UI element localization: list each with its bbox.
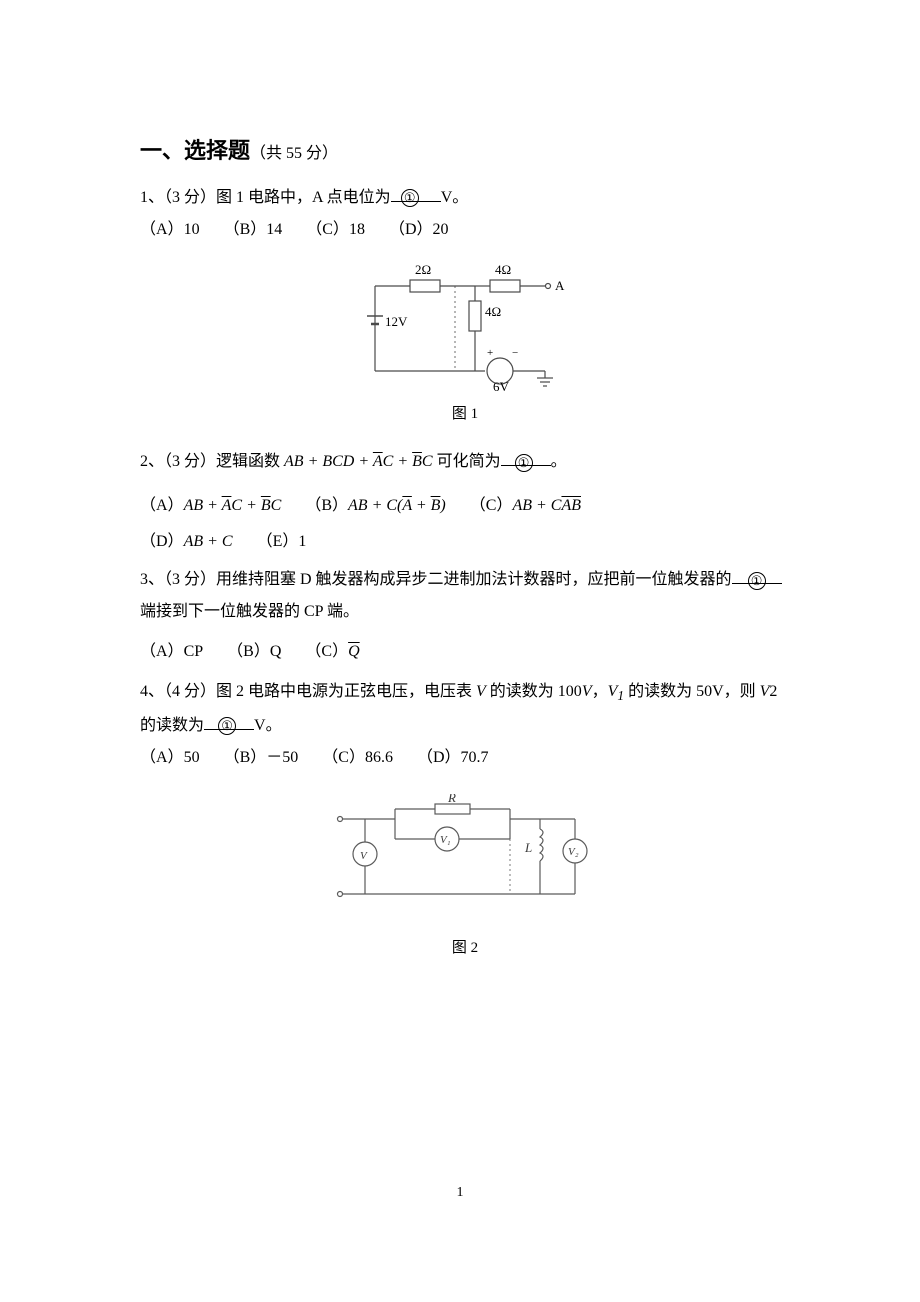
q3-blank: ① xyxy=(732,564,782,584)
q4-v1: V1 xyxy=(608,683,624,700)
q3-line2: 端接到下一位触发器的 CP 端。 xyxy=(140,603,359,620)
q3-prefix: 3、（3 分）用维持阻塞 D 触发器构成异步二进制加法计数器时，应把前一位触发器… xyxy=(140,571,732,588)
section-title-main: 一、选择题 xyxy=(140,138,250,163)
section-title: 一、选择题（共 55 分） xyxy=(140,130,790,172)
q3-option-b-val: Q xyxy=(270,643,282,660)
q4-option-c: （C）86.6 xyxy=(322,742,393,774)
q1-suffix: V。 xyxy=(441,189,469,206)
q3-option-b: （B）Q xyxy=(227,636,281,668)
q3-blank-label: ① xyxy=(748,572,766,590)
q1-option-d: （D）20 xyxy=(389,214,449,246)
q4-option-d-val: 70.7 xyxy=(461,749,489,766)
q4-blank: ① xyxy=(204,710,254,730)
q4-text: 4、（4 分）图 2 电路中电源为正弦电压，电压表 V 的读数为 100V，V1… xyxy=(140,676,790,742)
q4-line2-prefix: 的读数为 xyxy=(140,717,204,734)
q4-v: V xyxy=(476,683,486,700)
svg-text:+: + xyxy=(487,347,493,359)
q3-text: 3、（3 分）用维持阻塞 D 触发器构成异步二进制加法计数器时，应把前一位触发器… xyxy=(140,564,790,628)
q3-option-a-val: CP xyxy=(184,643,204,660)
q3-option-c-val: Q xyxy=(348,643,360,660)
q4-v-unit: V xyxy=(582,683,592,700)
q4-blank-label: ① xyxy=(218,717,236,735)
q1-option-c-val: 18 xyxy=(349,221,365,238)
r3-label: 4Ω xyxy=(485,304,501,319)
q4-option-a-val: 50 xyxy=(184,749,200,766)
q2-option-a: （A）AB + AC + BC xyxy=(140,490,281,522)
question-1: 1、（3 分）图 1 电路中，A 点电位为① V。 （A）10 （B）14 （C… xyxy=(140,182,790,429)
q2-option-e: （E）1 xyxy=(257,526,307,558)
q1-option-b: （B）14 xyxy=(224,214,283,246)
q4-figure-caption: 图 2 xyxy=(140,934,790,963)
question-4: 4、（4 分）图 2 电路中电源为正弦电压，电压表 V 的读数为 100V，V1… xyxy=(140,676,790,962)
page-number: 1 xyxy=(0,1180,920,1207)
q1-text: 1、（3 分）图 1 电路中，A 点电位为① V。 xyxy=(140,182,790,214)
q2-expr: AB + BCD + AC + BC xyxy=(284,453,433,470)
q1-option-a-val: 10 xyxy=(184,221,200,238)
q1-blank-label: ① xyxy=(401,189,419,207)
q1-option-c: （C）18 xyxy=(306,214,365,246)
question-3: 3、（3 分）用维持阻塞 D 触发器构成异步二进制加法计数器时，应把前一位触发器… xyxy=(140,564,790,668)
q4-option-c-val: 86.6 xyxy=(365,749,393,766)
q2-period: 。 xyxy=(551,453,567,470)
q4-option-d: （D）70.7 xyxy=(417,742,489,774)
q4-figure: R L V V₁ V₂ 图 2 xyxy=(140,794,790,963)
v2-meter: V₂ xyxy=(568,846,579,858)
r1-label: 2Ω xyxy=(415,262,431,277)
q4-mid2: ， xyxy=(592,683,608,700)
q4-mid3: 的读数为 50V，则 xyxy=(628,683,760,700)
q4-options: （A）50 （B）－50 （C）86.6 （D）70.7 xyxy=(140,742,790,774)
q2-options-line2: （D）AB + C （E）1 xyxy=(140,526,790,558)
q2-option-c: （C）AB + CAB xyxy=(470,490,581,522)
section-title-sub: （共 55 分） xyxy=(250,145,338,162)
q1-figure: 2Ω 4Ω 4Ω 12V 6V A + − 图 1 xyxy=(140,256,790,429)
q2-blank-label: ① xyxy=(515,454,533,472)
q2-text: 2、（3 分）逻辑函数 AB + BCD + AC + BC 可化简为 ① 。 xyxy=(140,446,790,478)
v-meter: V xyxy=(360,850,368,862)
q2-option-b: （B）AB + C(A + B) xyxy=(305,490,445,522)
svg-text:−: − xyxy=(512,347,518,359)
q4-prefix: 4、（4 分）图 2 电路中电源为正弦电压，电压表 xyxy=(140,683,476,700)
q1-option-a: （A）10 xyxy=(140,214,200,246)
q1-option-b-val: 14 xyxy=(266,221,282,238)
q1-options: （A）10 （B）14 （C）18 （D）20 xyxy=(140,214,790,246)
q4-option-b-val: －50 xyxy=(266,749,298,766)
v1-meter: V₁ xyxy=(440,834,451,846)
r2-label: 4Ω xyxy=(495,262,511,277)
q2-option-d: （D）AB + C xyxy=(140,526,233,558)
q4-line2-suffix: V。 xyxy=(254,717,282,734)
q2-options-line1: （A）AB + AC + BC （B）AB + C(A + B) （C）AB +… xyxy=(140,490,790,522)
q4-mid1: 的读数为 100 xyxy=(490,683,582,700)
q3-option-c: （C）Q xyxy=(305,636,359,668)
q4-v2: V xyxy=(760,683,770,700)
q2-prefix: 2、（3 分）逻辑函数 xyxy=(140,453,284,470)
q4-option-a: （A）50 xyxy=(140,742,200,774)
circuit-diagram-1: 2Ω 4Ω 4Ω 12V 6V A + − xyxy=(355,256,575,396)
q1-prefix: 1、（3 分）图 1 电路中，A 点电位为 xyxy=(140,189,391,206)
q1-figure-caption: 图 1 xyxy=(140,400,790,429)
v2-source-label: 6V xyxy=(493,379,510,394)
r-label: R xyxy=(447,794,456,805)
node-a-label: A xyxy=(555,278,565,293)
q2-blank: ① xyxy=(501,446,551,466)
q3-options: （A）CP （B）Q （C）Q xyxy=(140,636,790,668)
q2-suffix: 可化简为 xyxy=(433,453,501,470)
circuit-diagram-2: R L V V₁ V₂ xyxy=(325,794,605,914)
v-source-label: 12V xyxy=(385,314,408,329)
q4-option-b: （B）－50 xyxy=(224,742,299,774)
q1-option-d-val: 20 xyxy=(433,221,449,238)
q3-option-a: （A）CP xyxy=(140,636,203,668)
l-label: L xyxy=(524,840,532,855)
question-2: 2、（3 分）逻辑函数 AB + BCD + AC + BC 可化简为 ① 。 … xyxy=(140,446,790,558)
q1-blank: ① xyxy=(391,182,441,202)
